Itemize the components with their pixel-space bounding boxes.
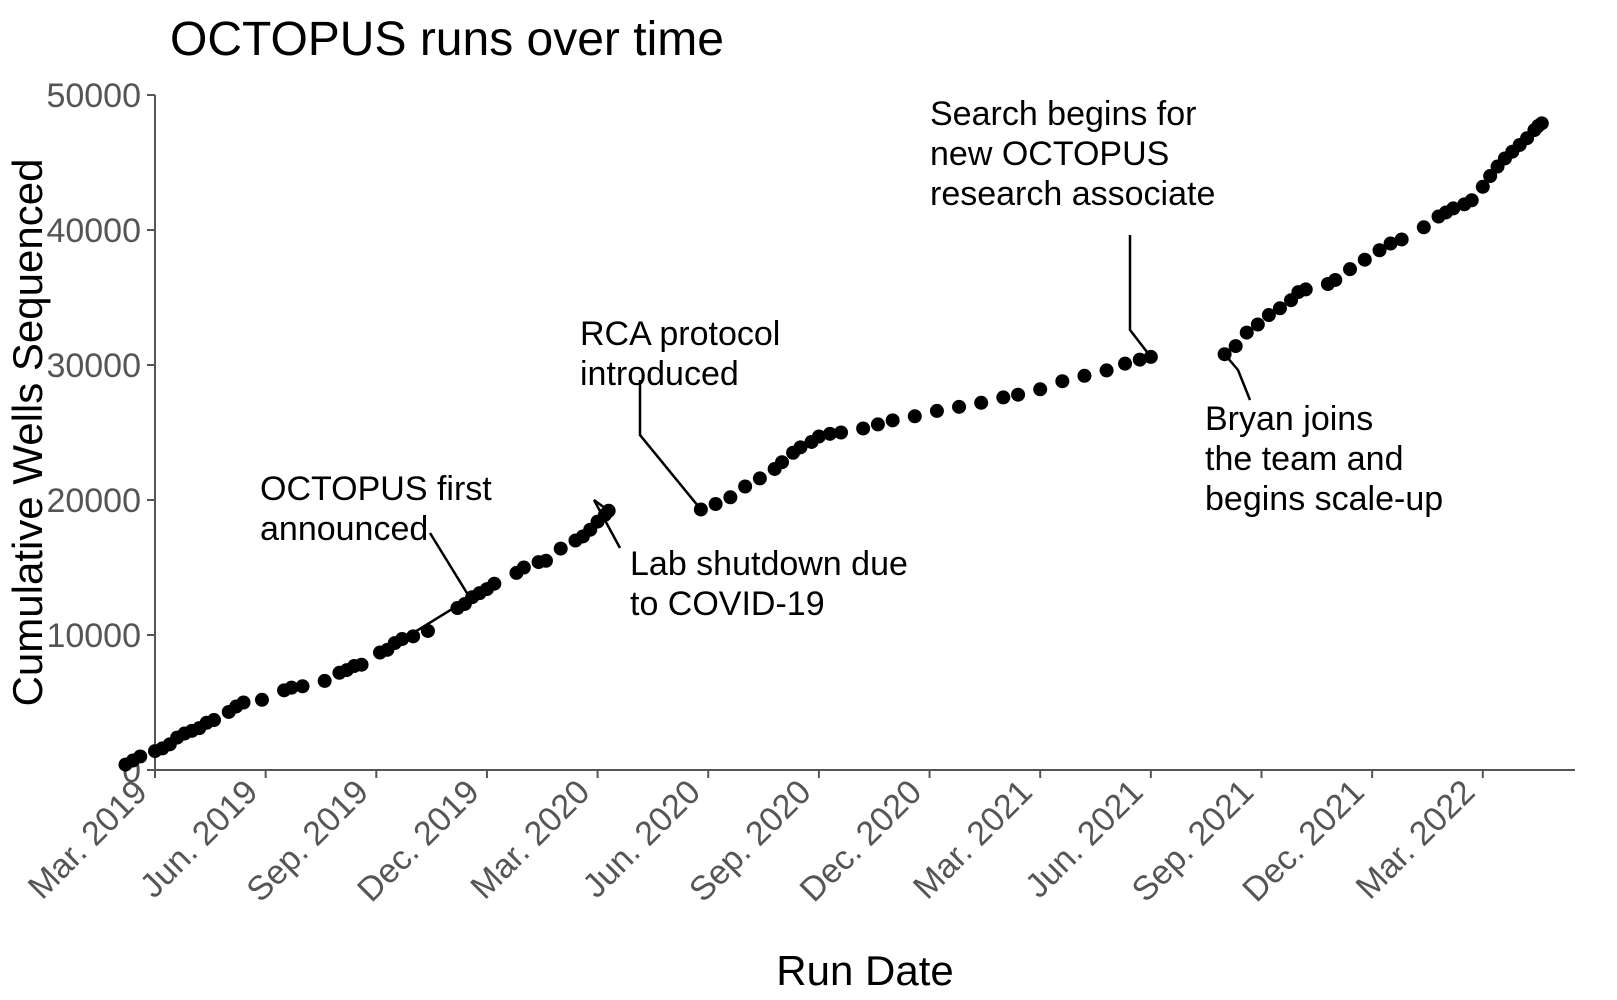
data-point <box>355 658 369 672</box>
data-point <box>1100 363 1114 377</box>
data-point <box>207 713 221 727</box>
y-tick-label: 50000 <box>46 77 141 115</box>
x-tick-label: Mar. 2021 <box>906 773 1040 907</box>
annotation-line <box>640 380 701 509</box>
annotation-text: the team and <box>1205 440 1403 478</box>
annotation-text: research associate <box>930 175 1215 213</box>
data-point <box>1328 273 1342 287</box>
annotation: Bryan joinsthe team andbegins scale-up <box>1205 354 1443 518</box>
scatter-chart: OCTOPUS runs over time010000200003000040… <box>0 0 1617 1000</box>
annotation-line <box>1130 235 1151 357</box>
data-point <box>1395 232 1409 246</box>
x-tick-label: Mar. 2020 <box>463 773 597 907</box>
data-point <box>1343 262 1357 276</box>
data-point <box>539 554 553 568</box>
data-point <box>930 404 944 418</box>
y-tick-label: 30000 <box>46 347 141 385</box>
data-point <box>1417 220 1431 234</box>
data-point <box>133 750 147 764</box>
data-point <box>487 577 501 591</box>
x-tick-label: Dec. 2020 <box>793 773 929 909</box>
annotation-text: Search begins for <box>930 95 1197 133</box>
x-tick-label: Dec. 2019 <box>350 773 486 909</box>
annotation-text: announced <box>260 510 428 548</box>
annotation-text: new OCTOPUS <box>930 135 1169 173</box>
annotation-text: Lab shutdown due <box>630 545 908 583</box>
data-point <box>1011 388 1025 402</box>
annotation-text: to COVID-19 <box>630 585 825 623</box>
data-point <box>886 413 900 427</box>
data-point <box>908 409 922 423</box>
data-point <box>517 561 531 575</box>
data-point <box>1465 193 1479 207</box>
data-point <box>1535 116 1549 130</box>
data-point <box>723 490 737 504</box>
x-tick-label: Mar. 2019 <box>21 773 155 907</box>
data-point <box>1118 357 1132 371</box>
data-point <box>974 396 988 410</box>
data-point <box>1299 282 1313 296</box>
data-point <box>996 390 1010 404</box>
data-point <box>1251 318 1265 332</box>
annotation: RCA protocolintroduced <box>580 315 780 509</box>
data-point <box>1033 382 1047 396</box>
data-point <box>753 471 767 485</box>
chart-title: OCTOPUS runs over time <box>170 13 724 66</box>
annotation: OCTOPUS firstannounced <box>260 470 492 643</box>
data-point <box>952 400 966 414</box>
annotation-text: Bryan joins <box>1205 400 1373 438</box>
x-tick-label: Dec. 2021 <box>1235 773 1371 909</box>
data-point <box>1358 253 1372 267</box>
annotation-line <box>1225 354 1250 400</box>
x-axis-label: Run Date <box>776 947 953 994</box>
data-point <box>856 421 870 435</box>
data-point <box>738 480 752 494</box>
data-point <box>775 455 789 469</box>
data-point <box>318 674 332 688</box>
data-point <box>1229 339 1243 353</box>
annotation-text: RCA protocol <box>580 315 780 353</box>
data-point <box>296 679 310 693</box>
data-point <box>834 426 848 440</box>
chart-container: OCTOPUS runs over time010000200003000040… <box>0 0 1617 1000</box>
data-point <box>1055 374 1069 388</box>
y-axis-label: Cumulative Wells Sequenced <box>4 159 51 707</box>
annotation: Lab shutdown dueto COVID-19 <box>594 500 908 623</box>
data-point <box>1077 369 1091 383</box>
y-tick-label: 10000 <box>46 617 141 655</box>
data-point <box>709 497 723 511</box>
data-point <box>871 417 885 431</box>
y-tick-label: 40000 <box>46 212 141 250</box>
data-point <box>255 693 269 707</box>
annotation-text: introduced <box>580 355 739 393</box>
data-point <box>554 542 568 556</box>
annotation: Search begins fornew OCTOPUSresearch ass… <box>930 95 1215 357</box>
annotation-text: OCTOPUS first <box>260 470 492 508</box>
data-point <box>237 696 251 710</box>
y-tick-label: 20000 <box>46 482 141 520</box>
x-tick-label: Mar. 2022 <box>1349 773 1483 907</box>
annotation-text: begins scale-up <box>1205 480 1443 518</box>
